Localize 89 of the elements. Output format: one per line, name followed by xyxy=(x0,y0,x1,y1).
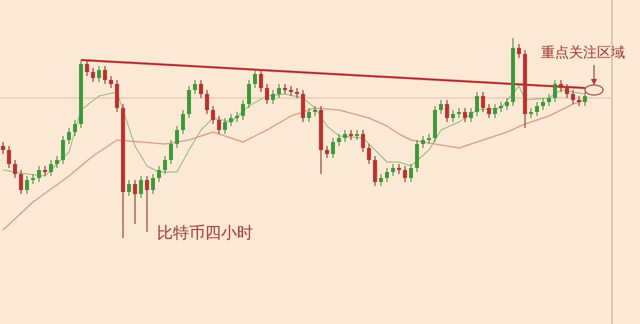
candlestick xyxy=(91,68,95,82)
candlestick xyxy=(301,90,305,122)
candlestick xyxy=(1,142,5,154)
candlestick xyxy=(223,118,227,134)
candlestick xyxy=(127,180,131,196)
candlestick xyxy=(31,174,35,184)
candlestick xyxy=(157,166,161,182)
candlestick xyxy=(505,98,509,110)
candlestick xyxy=(25,176,29,194)
candlestick xyxy=(373,156,377,186)
candlestick xyxy=(367,144,371,164)
candlestick xyxy=(499,102,503,112)
candlestick xyxy=(313,106,317,116)
candlestick xyxy=(55,156,59,168)
candlestick xyxy=(427,134,431,144)
candlestick xyxy=(289,86,293,96)
candlestick xyxy=(307,108,311,122)
candlestick xyxy=(199,80,203,98)
candlestick xyxy=(67,128,71,144)
candlestick xyxy=(337,134,341,146)
candlestick xyxy=(349,130,353,140)
candlestick xyxy=(229,114,233,126)
candlestick xyxy=(43,166,47,176)
candlestick xyxy=(133,180,137,224)
candlestick xyxy=(331,138,335,158)
candlestick xyxy=(541,98,545,110)
candlestick xyxy=(265,84,269,104)
candlestick xyxy=(145,176,149,232)
candlestick xyxy=(139,176,143,198)
candlestick xyxy=(181,110,185,134)
candlestick xyxy=(547,94,551,106)
candlestick xyxy=(493,104,497,118)
candlestick xyxy=(397,164,401,174)
candlestick xyxy=(13,160,17,178)
candlestick xyxy=(217,116,221,134)
candlestick xyxy=(361,130,365,152)
candlestick xyxy=(247,80,251,108)
candlestick xyxy=(277,84,281,98)
candlestick xyxy=(295,88,299,98)
candlestick xyxy=(469,108,473,122)
candlestick xyxy=(253,70,257,88)
candlestick xyxy=(553,80,557,102)
candlestick xyxy=(355,130,359,140)
candlestick xyxy=(379,174,383,186)
candlestick xyxy=(325,146,329,158)
candlestick xyxy=(103,66,107,84)
candlestick xyxy=(109,76,113,88)
candlestick xyxy=(445,100,449,122)
candlestick xyxy=(403,166,407,182)
candlestick xyxy=(463,108,467,122)
annotation: 比特币四小时 xyxy=(157,223,253,242)
candlestick xyxy=(409,164,413,182)
candlestick xyxy=(385,168,389,182)
candlestick xyxy=(73,120,77,136)
candlestick xyxy=(439,100,443,114)
candlestick xyxy=(19,170,23,194)
candlestick xyxy=(193,80,197,94)
candlestick xyxy=(205,90,209,114)
candlestick xyxy=(211,106,215,124)
candlestick xyxy=(415,140,419,172)
candlestick xyxy=(97,66,101,82)
candlestick xyxy=(487,104,491,118)
candlestick xyxy=(457,108,461,118)
candlestick xyxy=(529,108,533,118)
candlestick xyxy=(391,164,395,176)
candlestick xyxy=(241,100,245,120)
candlestick xyxy=(475,92,479,116)
candlestick xyxy=(343,130,347,142)
candlestick xyxy=(49,160,53,176)
candlestick xyxy=(115,80,119,112)
candlestick xyxy=(577,96,581,106)
candlestick xyxy=(175,126,179,148)
candlestick xyxy=(151,174,155,194)
candlestick xyxy=(451,110,455,122)
candlestick xyxy=(583,92,587,106)
annotation: 重点关注区域 xyxy=(541,45,625,61)
candlestick xyxy=(61,136,65,164)
candlestick xyxy=(163,156,167,174)
candlestick xyxy=(187,86,191,118)
candlestick xyxy=(481,92,485,112)
candlestick xyxy=(421,136,425,148)
candlestick xyxy=(7,146,11,168)
candlestick xyxy=(517,44,521,58)
candlestick xyxy=(271,90,275,104)
candlestick xyxy=(37,166,41,182)
candlestick xyxy=(235,112,239,122)
candlestick xyxy=(535,102,539,116)
candlestick xyxy=(283,84,287,94)
candlestick xyxy=(169,140,173,164)
